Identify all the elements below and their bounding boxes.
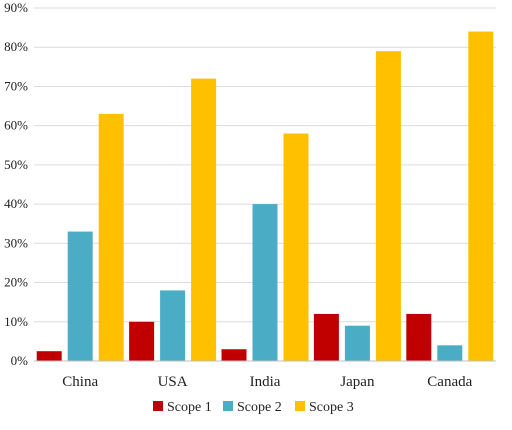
bar-scope-3-japan	[375, 51, 401, 362]
x-axis-category-labels: China USA India Japan Canada	[62, 374, 472, 390]
legend-label: Scope 3	[309, 400, 354, 415]
x-category-label: Canada	[427, 374, 472, 390]
bar-scope-3-china	[98, 113, 124, 362]
y-tick-label: 50%	[4, 157, 28, 172]
x-category-label: India	[250, 374, 281, 390]
y-tick-label: 0%	[11, 353, 29, 368]
bar-scope-2-india	[252, 204, 278, 361]
legend-swatch-scope-2	[223, 401, 233, 411]
bar-scope-3-canada	[468, 31, 494, 362]
bar-scope-1-japan	[313, 313, 339, 361]
bar-scope-2-usa	[160, 290, 186, 361]
bar-scope-3-usa	[191, 78, 217, 361]
x-category-label: USA	[158, 374, 188, 390]
legend: Scope 1 Scope 2 Scope 3	[153, 400, 354, 415]
legend-swatch-scope-3	[295, 401, 305, 411]
bar-scope-1-usa	[129, 321, 155, 361]
bar-scope-2-canada	[437, 345, 463, 361]
bar-scope-3-india	[283, 133, 309, 361]
y-tick-label: 30%	[4, 235, 28, 250]
x-category-label: China	[62, 374, 98, 390]
y-tick-label: 70%	[4, 78, 28, 93]
bar-scope-1-india	[221, 349, 247, 361]
bar-scope-1-canada	[406, 313, 432, 361]
y-tick-label: 80%	[4, 39, 28, 54]
y-tick-label: 20%	[4, 275, 28, 290]
y-tick-label: 60%	[4, 118, 28, 133]
legend-label: Scope 1	[167, 400, 212, 415]
y-tick-label: 40%	[4, 196, 28, 211]
bars	[36, 31, 494, 362]
bar-scope-2-china	[67, 231, 93, 361]
bar-scope-2-japan	[344, 325, 370, 361]
x-category-label: Japan	[340, 374, 375, 390]
legend-swatch-scope-1	[153, 401, 163, 411]
y-axis-tick-labels: 0% 10% 20% 30% 40% 50% 60% 70% 80% 90%	[4, 0, 28, 368]
y-tick-label: 90%	[4, 0, 28, 15]
bar-scope-1-china	[36, 351, 62, 361]
y-tick-label: 10%	[4, 314, 28, 329]
legend-label: Scope 2	[237, 400, 282, 415]
